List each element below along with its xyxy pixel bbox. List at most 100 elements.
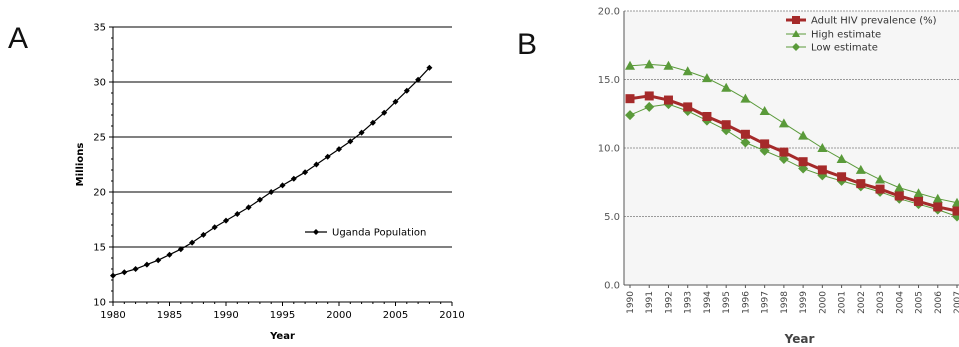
data-point bbox=[952, 206, 959, 216]
data-point bbox=[392, 98, 399, 105]
data-point bbox=[177, 246, 184, 253]
y-tick-label: 15.0 bbox=[598, 75, 620, 86]
data-point bbox=[740, 137, 751, 148]
x-tick-label: 1990 bbox=[213, 310, 238, 321]
legend-label: High estimate bbox=[811, 30, 881, 41]
data-point bbox=[682, 66, 693, 76]
data-point bbox=[625, 110, 635, 121]
data-point bbox=[110, 272, 116, 279]
data-point bbox=[663, 95, 673, 105]
data-point bbox=[223, 217, 229, 224]
data-point bbox=[894, 182, 905, 192]
x-tick-label: 2010 bbox=[439, 310, 464, 321]
data-point bbox=[200, 231, 207, 238]
x-tick-label: 2004 bbox=[895, 291, 905, 314]
x-tick-label: 2001 bbox=[838, 291, 848, 314]
data-point bbox=[268, 189, 275, 195]
x-tick-label: 2007 bbox=[953, 291, 959, 314]
data-point bbox=[778, 118, 789, 128]
data-point bbox=[721, 120, 731, 130]
x-tick-label: 1998 bbox=[780, 291, 790, 314]
y-tick-label: 20.0 bbox=[598, 7, 620, 18]
data-point bbox=[625, 94, 635, 104]
y-tick-label: 30 bbox=[93, 78, 106, 89]
y-tick-label: 0.0 bbox=[604, 281, 620, 292]
data-point bbox=[855, 164, 866, 174]
x-tick-label: 1994 bbox=[703, 291, 713, 314]
y-axis-label: Millions bbox=[75, 143, 86, 187]
data-point bbox=[798, 130, 809, 140]
series-line bbox=[112, 67, 430, 277]
data-point bbox=[644, 91, 654, 101]
x-tick-label: 1993 bbox=[684, 291, 694, 314]
data-point bbox=[143, 261, 150, 268]
x-tick-label: 1985 bbox=[157, 310, 182, 321]
data-point bbox=[914, 196, 924, 206]
data-point bbox=[663, 60, 674, 70]
x-tick-label: 1992 bbox=[664, 291, 674, 314]
x-axis-label: Year bbox=[269, 331, 295, 342]
legend-label: Low estimate bbox=[811, 43, 878, 54]
y-tick-label: 20 bbox=[93, 188, 106, 199]
y-tick-label: 5.0 bbox=[604, 212, 620, 223]
panel-b-label: B bbox=[517, 28, 538, 61]
x-tick-label: 1997 bbox=[761, 291, 771, 314]
y-tick-label: 35 bbox=[93, 23, 106, 34]
data-point bbox=[894, 191, 904, 201]
data-point bbox=[759, 106, 770, 116]
data-point bbox=[347, 138, 354, 145]
population-chart: 10 15 20 25 30 35 1980 1985 1990 1995 2000 2005 2010… bbox=[75, 23, 465, 343]
data-point bbox=[644, 101, 655, 112]
data-point bbox=[702, 111, 712, 121]
data-point bbox=[779, 147, 789, 157]
y-tick-label: 10.0 bbox=[598, 144, 620, 155]
data-point bbox=[358, 129, 365, 136]
x-tick-label: 2000 bbox=[326, 310, 351, 321]
data-point bbox=[313, 161, 320, 168]
data-point bbox=[245, 204, 252, 211]
x-tick-label: 1990 bbox=[626, 291, 636, 314]
x-tick-label: 2002 bbox=[857, 291, 867, 314]
x-tick-label: 2000 bbox=[818, 291, 828, 314]
data-point bbox=[721, 82, 732, 92]
legend-marker bbox=[313, 229, 319, 235]
data-point bbox=[324, 153, 331, 160]
x-tick-label: 2003 bbox=[876, 291, 886, 314]
data-point bbox=[798, 157, 808, 167]
data-point bbox=[952, 197, 959, 207]
x-axis-label: Year bbox=[784, 332, 815, 346]
data-point bbox=[415, 76, 422, 83]
x-tick-label: 1980 bbox=[100, 310, 125, 321]
x-tick-label: 2006 bbox=[934, 291, 944, 314]
y-tick-label: 10 bbox=[93, 298, 106, 309]
legend-label: Adult HIV prevalence (%) bbox=[811, 16, 937, 27]
y-tick-label: 25 bbox=[93, 133, 106, 144]
data-point bbox=[875, 184, 885, 194]
data-point bbox=[279, 182, 286, 189]
x-tick-label: 1995 bbox=[270, 310, 295, 321]
data-point bbox=[644, 59, 655, 69]
data-point bbox=[932, 193, 943, 203]
plot-area bbox=[624, 11, 959, 285]
data-point bbox=[856, 179, 866, 189]
data-point bbox=[403, 87, 410, 94]
x-tick-label: 1991 bbox=[645, 291, 655, 314]
data-point bbox=[121, 269, 128, 276]
legend-marker bbox=[792, 43, 800, 51]
data-point bbox=[256, 196, 263, 203]
x-tick-label: 1996 bbox=[741, 291, 751, 314]
data-point bbox=[369, 119, 376, 126]
y-tick-label: 15 bbox=[93, 243, 106, 254]
data-point bbox=[913, 188, 924, 198]
data-point bbox=[817, 165, 827, 175]
x-tick-label: 1995 bbox=[722, 291, 732, 314]
data-point bbox=[875, 174, 886, 184]
hiv-prevalence-chart: 0.0 5.0 10.0 15.0 20.0 1990 1991 1992 1993 1994 19… bbox=[598, 7, 959, 346]
data-point bbox=[381, 109, 388, 116]
data-point bbox=[760, 139, 770, 149]
data-point bbox=[836, 153, 847, 163]
data-point bbox=[933, 202, 943, 212]
data-point bbox=[290, 175, 297, 182]
data-point bbox=[701, 73, 712, 83]
legend-marker bbox=[792, 16, 800, 24]
